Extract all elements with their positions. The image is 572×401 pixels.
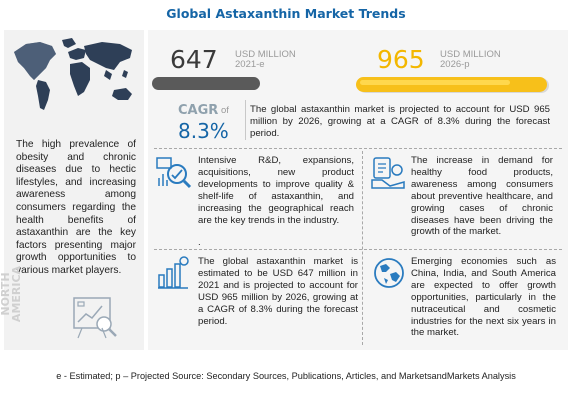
region-label: NORTH AMERICA (0, 265, 23, 323)
rd-text: Intensive R&D, expansions, acquisitions,… (198, 155, 354, 226)
page-title: Global Astaxanthin Market Trends (166, 6, 406, 21)
globe-icon (374, 258, 404, 288)
divider (245, 100, 246, 140)
cagr-value: 8.3% (178, 119, 229, 143)
healthy-food-icon (371, 157, 405, 189)
market-value-2026: 965 (377, 45, 425, 74)
footer-note: e - Estimated; p – Projected Source: Sec… (56, 371, 516, 381)
analytics-icon (73, 297, 117, 339)
bar-growth-icon (158, 256, 189, 289)
year-label-2026: 2026-p (440, 59, 470, 70)
bar-2021 (152, 77, 260, 90)
bar-2026 (356, 77, 547, 92)
left-panel: The high prevalence of obesity and chron… (0, 30, 144, 350)
unit-label-2026: USD MILLION (440, 49, 501, 60)
divider (154, 249, 562, 250)
estimate-text: The global astaxanthin market is estimat… (198, 256, 358, 327)
research-icon (156, 157, 192, 189)
world-map-icon (14, 38, 132, 110)
cagr-text: The global astaxanthin market is project… (250, 104, 550, 139)
unit-label-2021: USD MILLION (235, 49, 296, 60)
increase-text: The increase in demand for healthy food … (411, 155, 553, 238)
year-label-2021: 2021-e (235, 59, 265, 70)
rd-dot: . (198, 237, 201, 248)
market-value-2021: 647 (170, 45, 218, 74)
drivers-text: The high prevalence of obesity and chron… (16, 139, 136, 276)
divider (154, 148, 562, 149)
north-america-highlight (14, 42, 56, 80)
cagr-of-label: of (221, 105, 229, 116)
emerging-text: Emerging economies such as China, India,… (411, 256, 556, 339)
divider (362, 151, 363, 345)
cagr-label: CAGR (178, 103, 219, 118)
